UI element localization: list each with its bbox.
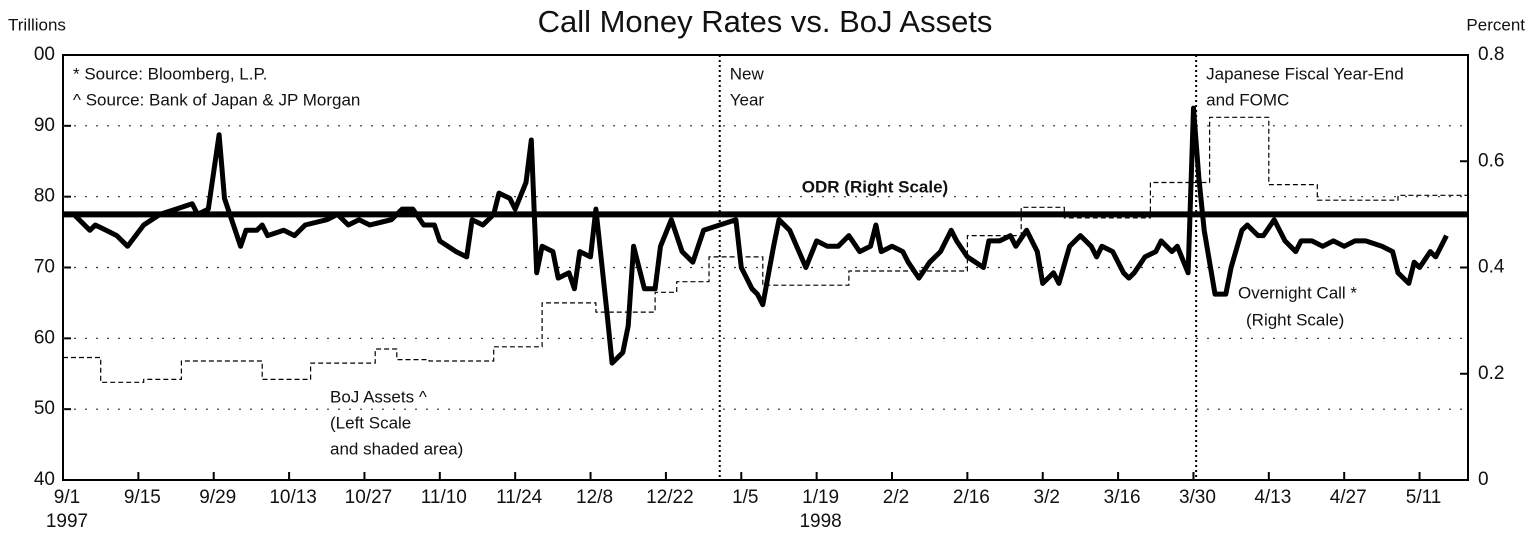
event-label: and FOMC <box>1206 90 1289 109</box>
event-label: New <box>730 64 765 83</box>
x-tick-label: 10/13 <box>269 487 317 508</box>
series-label: Overnight Call * <box>1238 283 1357 302</box>
y-tick-label: 00 <box>34 44 55 65</box>
event-label: Year <box>730 90 765 109</box>
series-label: BoJ Assets ^ <box>330 387 427 406</box>
x-tick-label: 10/27 <box>345 487 393 508</box>
y-axis-label: Trillions <box>8 15 66 34</box>
x-tick-label: 12/22 <box>646 487 694 508</box>
x-tick-label: 9/15 <box>124 487 161 508</box>
x-tick-label: 3/30 <box>1179 487 1216 508</box>
y-tick-label: 60 <box>34 327 55 348</box>
x-tick-label: 9/1 <box>54 487 80 508</box>
x-tick-label: 1/19 <box>802 487 839 508</box>
y2-tick-label: 0.2 <box>1478 363 1504 384</box>
x-tick-label: 1/5 <box>732 487 758 508</box>
x-tick-label: 3/2 <box>1034 487 1060 508</box>
series-label: and shaded area) <box>330 439 463 458</box>
y2-axis-label: Percent <box>1466 15 1525 34</box>
y-tick-label: 40 <box>34 469 55 490</box>
year-label: 1997 <box>46 511 88 532</box>
year-label: 1998 <box>799 511 841 532</box>
event-label: Japanese Fiscal Year-End <box>1206 64 1404 83</box>
x-tick-label: 2/16 <box>953 487 990 508</box>
series-label: (Right Scale) <box>1246 310 1344 329</box>
x-tick-label: 9/29 <box>199 487 236 508</box>
y2-tick-label: 0.8 <box>1478 44 1504 65</box>
y2-tick-label: 0.4 <box>1478 257 1505 278</box>
series-label: ODR (Right Scale) <box>802 177 948 196</box>
x-tick-label: 5/11 <box>1406 487 1442 508</box>
series-label: (Left Scale <box>330 413 411 432</box>
y-tick-label: 70 <box>34 257 55 278</box>
y2-tick-label: 0 <box>1478 469 1489 490</box>
series-line <box>63 105 1449 366</box>
x-tick-label: 11/24 <box>496 487 543 508</box>
x-tick-label: 4/27 <box>1330 487 1367 508</box>
y2-tick-label: 0.6 <box>1478 150 1504 171</box>
x-tick-label: 11/10 <box>421 487 467 508</box>
source-note: * Source: Bloomberg, L.P. <box>73 64 267 83</box>
y-tick-label: 90 <box>34 115 55 136</box>
chart-title: Call Money Rates vs. BoJ Assets <box>538 4 993 39</box>
x-tick-label: 12/8 <box>576 487 613 508</box>
series-line <box>63 116 1468 383</box>
x-tick-label: 4/13 <box>1254 487 1291 508</box>
y-tick-label: 50 <box>34 398 55 419</box>
y-tick-label: 80 <box>34 186 55 207</box>
x-tick-label: 3/16 <box>1104 487 1141 508</box>
source-note: ^ Source: Bank of Japan & JP Morgan <box>73 90 360 109</box>
x-tick-label: 2/2 <box>883 487 909 508</box>
